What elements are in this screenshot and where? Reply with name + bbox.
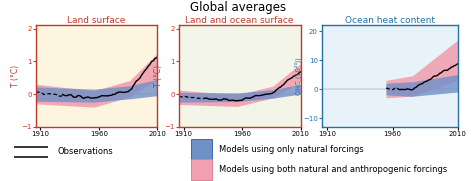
- Y-axis label: OHC (10²⁰J): OHC (10²⁰J): [293, 57, 301, 95]
- Y-axis label: T (°C): T (°C): [11, 65, 20, 87]
- Y-axis label: T (°C): T (°C): [154, 65, 163, 87]
- Text: Models using only natural forcings: Models using only natural forcings: [219, 145, 363, 154]
- Title: Ocean heat content: Ocean heat content: [344, 16, 434, 25]
- Title: Land and ocean surface: Land and ocean surface: [185, 16, 293, 25]
- Text: Models using both natural and anthropogenic forcings: Models using both natural and anthropoge…: [219, 165, 447, 174]
- Text: Observations: Observations: [57, 147, 113, 156]
- Bar: [190, 139, 212, 160]
- Title: Land surface: Land surface: [67, 16, 126, 25]
- Text: Global averages: Global averages: [190, 1, 286, 14]
- Bar: [190, 159, 212, 180]
